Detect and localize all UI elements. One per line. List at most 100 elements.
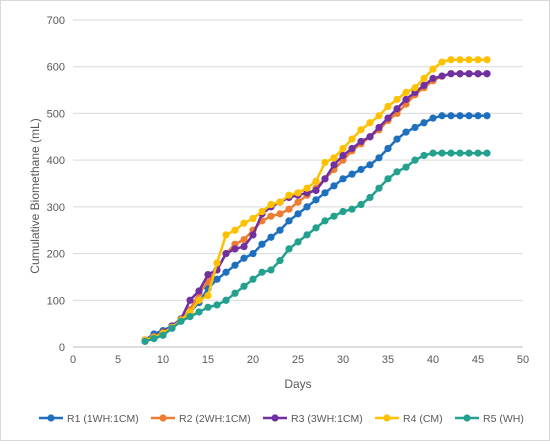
data-point <box>258 207 266 216</box>
data-point <box>483 70 491 78</box>
data-point <box>465 56 473 64</box>
x-tick-label: 20 <box>247 354 259 366</box>
data-point <box>285 217 293 225</box>
data-point <box>456 56 464 64</box>
data-point <box>402 88 410 97</box>
legend-entry: R3 (3WH:1CM) <box>263 413 363 425</box>
x-tick-label: 45 <box>472 354 484 366</box>
data-point <box>429 114 437 122</box>
data-point <box>267 200 275 209</box>
data-point <box>348 170 356 178</box>
data-point <box>267 233 275 241</box>
data-point <box>366 193 374 202</box>
data-point <box>339 175 347 183</box>
data-point <box>240 235 248 244</box>
data-point <box>240 219 248 227</box>
legend-label: R2 (2WH:1CM) <box>179 413 251 425</box>
data-point <box>465 149 473 157</box>
legend-swatch-marker <box>271 414 279 422</box>
x-tick-label: 30 <box>337 354 349 366</box>
y-tick-label: 200 <box>47 249 65 261</box>
data-point <box>240 254 248 262</box>
data-point <box>303 203 311 211</box>
data-point <box>375 184 383 192</box>
data-point <box>483 149 491 157</box>
data-point <box>312 177 320 185</box>
data-point <box>330 182 338 190</box>
data-point <box>375 123 383 132</box>
y-tick-label: 700 <box>47 15 65 27</box>
data-point <box>312 196 320 204</box>
data-point <box>213 259 221 267</box>
x-tick-label: 35 <box>382 354 394 366</box>
data-point <box>402 95 410 104</box>
data-point <box>384 144 392 153</box>
data-point <box>249 231 257 239</box>
y-tick-label: 600 <box>47 62 65 74</box>
data-point <box>222 231 230 239</box>
legend-swatch-marker <box>47 414 55 422</box>
data-point <box>276 256 284 265</box>
series-lines <box>141 56 491 345</box>
data-point <box>294 210 302 218</box>
data-point <box>384 102 392 111</box>
data-point <box>150 334 158 343</box>
data-point <box>249 249 257 258</box>
legend-entry: R4 (CM) <box>375 413 443 425</box>
data-point <box>231 289 239 297</box>
data-point <box>267 266 275 274</box>
data-point <box>204 303 212 311</box>
data-point <box>186 296 194 304</box>
legend-entry: R1 (1WH:1CM) <box>39 413 139 425</box>
data-point <box>366 133 374 141</box>
data-point <box>330 154 338 162</box>
y-tick-label: 500 <box>47 108 65 120</box>
data-point <box>474 112 482 120</box>
data-point <box>348 205 356 213</box>
data-point <box>474 70 482 78</box>
axes: 0 100 200 300 400 500 600 700 0 5 10 15 20 25 30 35 40 45… <box>47 15 529 366</box>
data-point <box>195 308 203 316</box>
series-4 <box>141 56 491 344</box>
y-tick-label: 0 <box>59 342 65 354</box>
data-point <box>213 275 221 283</box>
data-point <box>276 210 284 218</box>
data-point <box>456 112 464 120</box>
x-tick-label: 50 <box>517 354 529 366</box>
data-point <box>420 151 428 160</box>
axis-labels: Days Cumulative Biomethane (mL) <box>28 118 312 391</box>
data-point <box>411 84 419 92</box>
data-point <box>465 112 473 120</box>
data-point <box>285 191 293 199</box>
legend-label: R1 (1WH:1CM) <box>67 413 139 425</box>
data-point <box>375 112 383 120</box>
data-point <box>339 207 347 216</box>
data-point <box>312 186 320 195</box>
data-point <box>456 70 464 78</box>
data-point <box>438 72 446 80</box>
legend-label: R3 (3WH:1CM) <box>291 413 363 425</box>
y-tick-label: 100 <box>47 295 65 307</box>
data-point <box>204 292 212 300</box>
data-point <box>438 112 446 120</box>
data-point <box>402 128 410 136</box>
data-point <box>168 324 176 332</box>
x-tick-label: 25 <box>292 354 304 366</box>
x-tick-label: 5 <box>115 354 121 366</box>
data-point <box>339 144 347 153</box>
data-point <box>285 205 293 213</box>
data-point <box>312 224 320 232</box>
data-point <box>429 65 437 73</box>
data-point <box>357 126 365 134</box>
data-point <box>366 161 374 169</box>
data-point <box>438 58 446 66</box>
data-point <box>420 119 428 127</box>
data-point <box>483 112 491 120</box>
series-5 <box>141 149 491 345</box>
data-point <box>231 245 239 253</box>
data-point <box>222 249 230 258</box>
legend-entry: R2 (2WH:1CM) <box>151 413 251 425</box>
data-point <box>438 149 446 157</box>
data-point <box>321 189 329 197</box>
